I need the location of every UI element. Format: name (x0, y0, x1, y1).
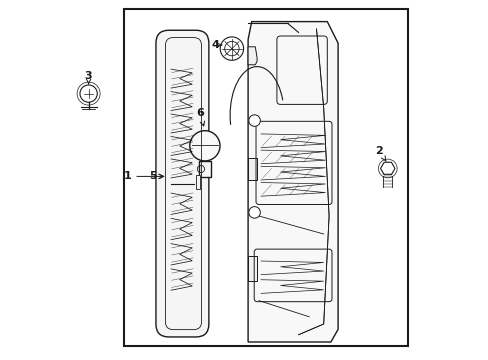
Polygon shape (247, 158, 257, 180)
Circle shape (189, 131, 220, 161)
Circle shape (248, 207, 260, 218)
Text: 4: 4 (211, 40, 221, 50)
Circle shape (248, 115, 260, 126)
Bar (123, 9, 407, 346)
Polygon shape (247, 22, 337, 342)
Text: 3: 3 (84, 71, 92, 84)
Bar (199, 161, 210, 177)
FancyBboxPatch shape (156, 30, 208, 337)
Text: 6: 6 (196, 108, 204, 126)
Circle shape (220, 37, 243, 60)
Bar (196, 175, 200, 189)
Text: 2: 2 (375, 146, 386, 161)
Circle shape (80, 85, 97, 102)
Polygon shape (247, 47, 257, 65)
Text: 1: 1 (123, 171, 163, 181)
Text: 5: 5 (149, 171, 163, 181)
Polygon shape (247, 256, 257, 281)
